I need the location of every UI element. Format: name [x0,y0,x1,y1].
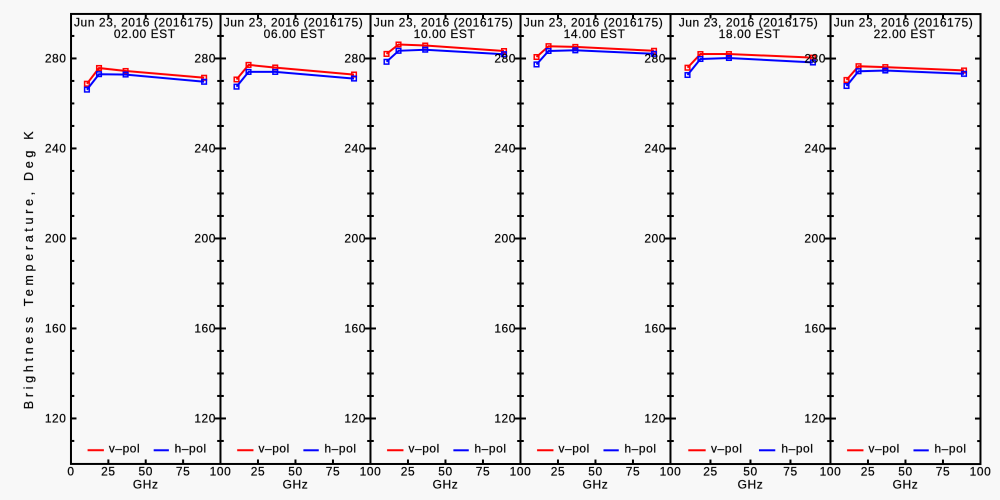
svg-text:160: 160 [644,322,666,336]
svg-text:02.00 EST: 02.00 EST [114,27,176,41]
svg-text:120: 120 [804,412,826,426]
svg-text:GHz: GHz [283,477,309,491]
svg-text:100: 100 [510,465,532,479]
svg-text:06.00 EST: 06.00 EST [264,27,326,41]
svg-text:25: 25 [861,465,875,479]
svg-text:GHz: GHz [133,477,159,491]
svg-text:Brightness Temperature, Deg K: Brightness Temperature, Deg K [22,128,36,409]
svg-text:50: 50 [138,464,152,478]
svg-text:240: 240 [804,142,826,156]
svg-text:120: 120 [194,412,216,426]
svg-text:75: 75 [936,465,950,479]
svg-text:280: 280 [194,52,216,66]
svg-text:160: 160 [194,322,216,336]
svg-text:14.00 EST: 14.00 EST [564,27,626,41]
svg-text:25: 25 [551,465,565,479]
svg-text:h–pol: h–pol [175,442,207,456]
svg-text:200: 200 [344,232,366,246]
svg-text:100: 100 [970,465,992,479]
svg-text:100: 100 [360,464,382,478]
svg-text:GHz: GHz [433,477,459,491]
svg-text:h–pol: h–pol [781,442,813,456]
svg-text:Jun 23, 2016 (2016175): Jun 23, 2016 (2016175) [834,15,974,29]
svg-text:75: 75 [626,465,640,479]
svg-text:GHz: GHz [738,478,764,492]
svg-text:120: 120 [644,412,666,426]
svg-text:200: 200 [804,232,826,246]
svg-text:Jun 23, 2016 (2016175): Jun 23, 2016 (2016175) [74,15,214,29]
svg-text:Jun 23, 2016 (2016175): Jun 23, 2016 (2016175) [524,15,664,29]
svg-text:0: 0 [67,464,74,478]
svg-text:240: 240 [194,142,216,156]
svg-text:v–pol: v–pol [558,442,589,456]
svg-text:100: 100 [660,465,682,479]
svg-text:75: 75 [326,464,340,478]
svg-text:v–pol: v–pol [408,442,439,456]
svg-text:100: 100 [210,464,232,478]
svg-text:50: 50 [588,465,602,479]
svg-text:240: 240 [494,142,516,156]
svg-text:Jun 23, 2016 (2016175): Jun 23, 2016 (2016175) [224,15,364,29]
svg-text:10.00 EST: 10.00 EST [414,27,476,41]
svg-text:240: 240 [45,142,67,156]
svg-text:50: 50 [898,465,912,479]
svg-text:280: 280 [644,52,666,66]
svg-text:25: 25 [401,464,415,478]
svg-text:280: 280 [45,52,67,66]
svg-text:240: 240 [644,142,666,156]
svg-text:200: 200 [494,232,516,246]
svg-text:h–pol: h–pol [934,442,966,456]
svg-text:v–pol: v–pol [258,442,289,456]
svg-text:22.00 EST: 22.00 EST [874,27,936,41]
svg-text:280: 280 [344,52,366,66]
svg-text:160: 160 [804,322,826,336]
svg-text:v–pol: v–pol [109,442,140,456]
svg-text:h–pol: h–pol [624,442,656,456]
svg-text:GHz: GHz [583,478,609,492]
svg-text:h–pol: h–pol [324,442,356,456]
svg-text:200: 200 [194,232,216,246]
svg-text:50: 50 [743,465,757,479]
svg-text:280: 280 [494,52,516,66]
svg-text:240: 240 [344,142,366,156]
svg-text:Jun 23, 2016 (2016175): Jun 23, 2016 (2016175) [679,15,819,29]
svg-text:120: 120 [45,412,67,426]
svg-text:18.00 EST: 18.00 EST [719,27,781,41]
svg-text:25: 25 [703,465,717,479]
svg-text:50: 50 [288,464,302,478]
svg-text:v–pol: v–pol [711,442,742,456]
svg-text:75: 75 [176,464,190,478]
svg-text:Jun 23, 2016 (2016175): Jun 23, 2016 (2016175) [374,15,514,29]
svg-text:280: 280 [804,52,826,66]
svg-text:50: 50 [438,464,452,478]
svg-text:25: 25 [101,464,115,478]
svg-text:160: 160 [344,322,366,336]
svg-text:120: 120 [344,412,366,426]
svg-text:200: 200 [644,232,666,246]
svg-text:75: 75 [783,465,797,479]
svg-text:160: 160 [45,322,67,336]
svg-text:25: 25 [251,464,265,478]
svg-text:100: 100 [820,465,842,479]
svg-text:160: 160 [494,322,516,336]
svg-text:v–pol: v–pol [868,442,899,456]
svg-text:h–pol: h–pol [474,442,506,456]
svg-text:GHz: GHz [893,478,919,492]
svg-text:200: 200 [45,232,67,246]
svg-text:75: 75 [476,464,490,478]
svg-text:120: 120 [494,412,516,426]
